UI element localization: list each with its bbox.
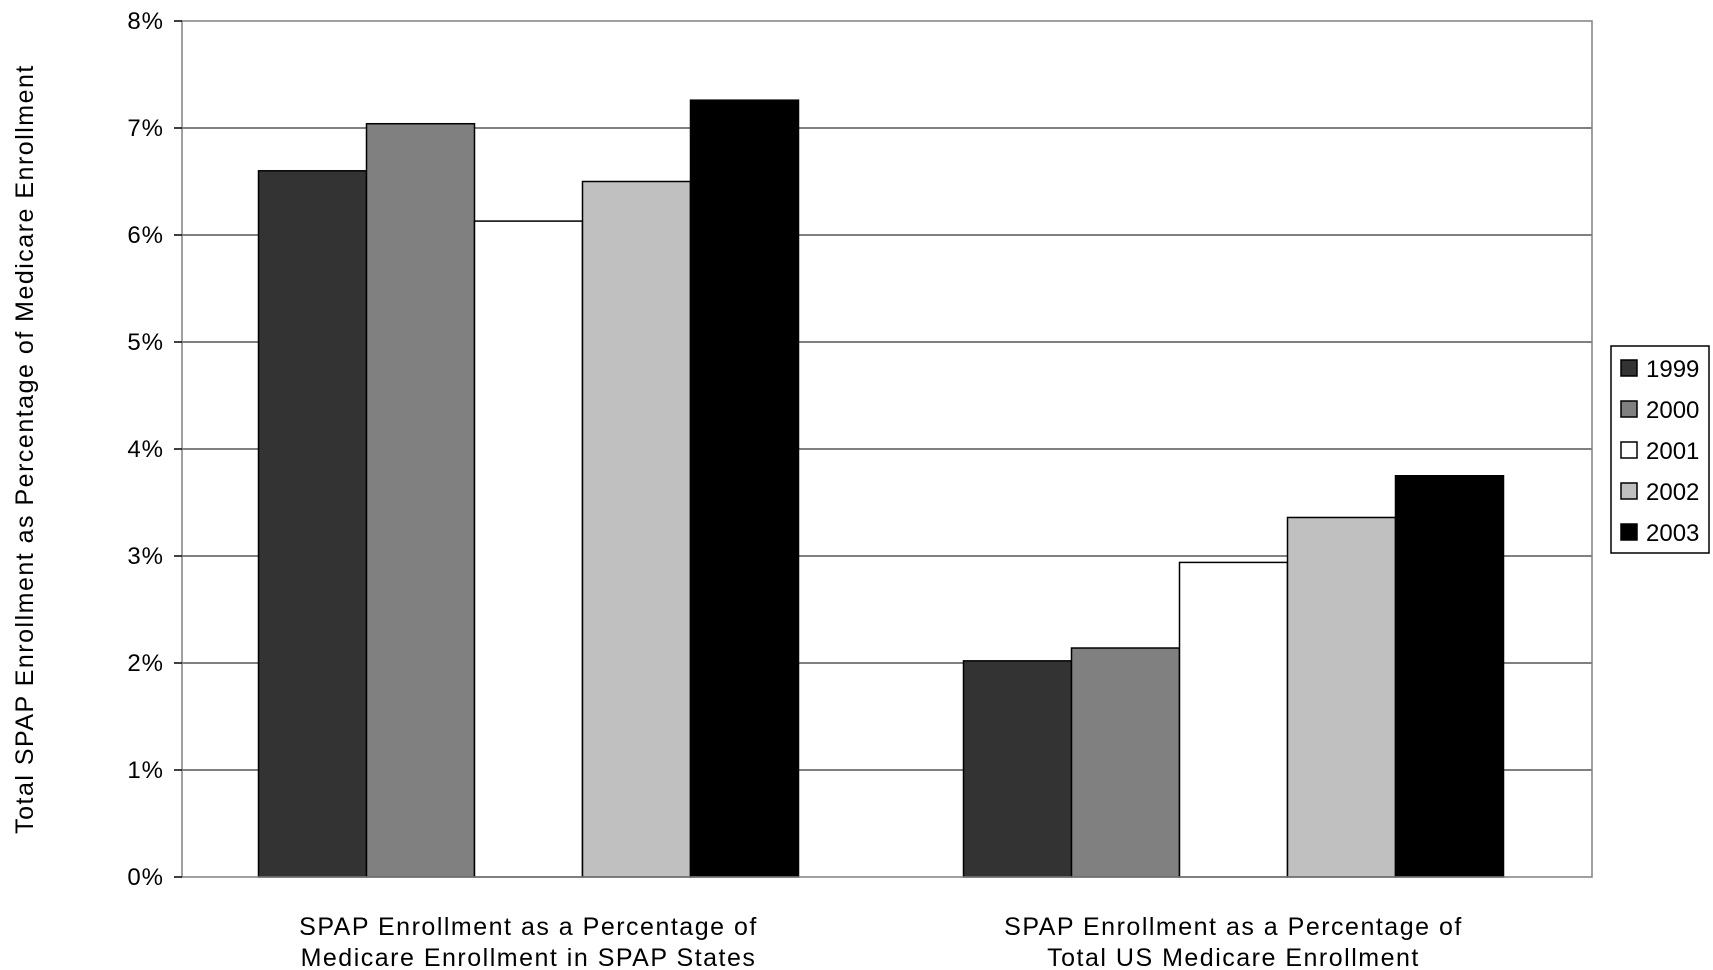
legend-label-2001: 2001: [1646, 438, 1699, 465]
bar-1999-1: [257, 170, 368, 878]
bar-2003-2: [1394, 475, 1505, 878]
legend-swatch-1999: [1620, 359, 1638, 377]
y-axis-ticks: 0% 1% 2% 3% 4% 5% 6% 7% 8%: [127, 8, 182, 891]
y-axis-title: Total SPAP Enrollment as Percentage of M…: [11, 64, 39, 834]
x-axis-category-labels: SPAP Enrollment as a Percentage of Medica…: [299, 913, 1463, 970]
legend-label-2000: 2000: [1646, 397, 1699, 424]
bar-2002-1: [581, 180, 692, 878]
y-tick-label: 6%: [127, 222, 164, 249]
bar-2002-2: [1286, 516, 1397, 878]
category-label: SPAP Enrollment as a Percentage of: [299, 913, 758, 941]
legend-swatch-2001: [1620, 441, 1638, 459]
bars: [257, 99, 1505, 878]
y-tick-label: 8%: [127, 8, 164, 35]
legend-swatch-2003: [1620, 523, 1638, 541]
legend-label-2003: 2003: [1646, 520, 1699, 547]
y-tick-label: 7%: [127, 115, 164, 142]
bar-2001-2: [1178, 561, 1289, 878]
category-label: SPAP Enrollment as a Percentage of: [1004, 913, 1463, 941]
y-tick-label: 5%: [127, 329, 164, 356]
y-tick-label: 1%: [127, 757, 164, 784]
bar-2000-2: [1070, 647, 1181, 878]
y-tick-label: 2%: [127, 650, 164, 677]
y-tick-label: 3%: [127, 543, 164, 570]
category-label: Medicare Enrollment in SPAP States: [301, 944, 757, 970]
y-tick-label: 4%: [127, 436, 164, 463]
y-tick-label: 0%: [127, 864, 164, 891]
bar-2003-1: [689, 99, 800, 878]
bar-2000-1: [365, 122, 476, 878]
legend: 1999 2000 2001 2002 2003: [1610, 345, 1710, 554]
legend-label-1999: 1999: [1646, 356, 1699, 383]
legend-swatch-2000: [1620, 400, 1638, 418]
legend-swatch-2002: [1620, 482, 1638, 500]
bar-1999-2: [962, 660, 1073, 878]
legend-label-2002: 2002: [1646, 479, 1699, 506]
bar-2001-1: [473, 220, 584, 878]
category-label: Total US Medicare Enrollment: [1047, 944, 1420, 970]
